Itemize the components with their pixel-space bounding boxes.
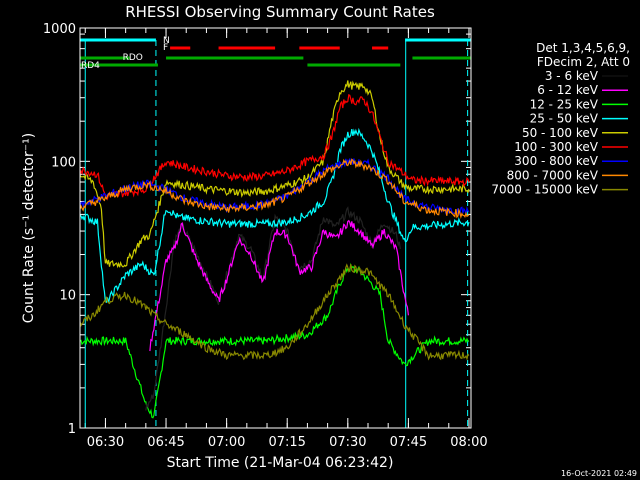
series-line — [79, 158, 470, 220]
legend-label: 50 - 100 keV — [522, 126, 599, 140]
y-axis-label: Count Rate (s⁻¹ detector⁻¹) — [21, 133, 37, 323]
legend-label: 12 - 25 keV — [530, 97, 599, 111]
legend-label: 800 - 7000 keV — [507, 168, 599, 182]
series-line — [149, 219, 409, 352]
x-tick-label: 07:45 — [390, 435, 427, 450]
legend-label: 7000 - 15000 keV — [491, 183, 598, 197]
timestamp: 16-Oct-2021 02:49 — [561, 469, 637, 478]
legend-label: 25 - 50 keV — [530, 112, 599, 126]
y-tick-label: 1000 — [43, 22, 76, 37]
x-tick-label: 07:30 — [329, 435, 366, 450]
legend-header-2: FDecim 2, Att 0 — [537, 55, 630, 69]
series-line — [79, 262, 470, 419]
legend: Det 1,3,4,5,6,9, FDecim 2, Att 0 3 - 6 k… — [491, 41, 630, 197]
legend-label: 6 - 12 keV — [537, 83, 599, 97]
flag-label-f: F — [163, 43, 168, 53]
legend-label: 3 - 6 keV — [545, 69, 599, 83]
series-line — [79, 127, 470, 304]
legend-label: 300 - 800 keV — [514, 154, 598, 168]
plot-frame — [79, 27, 472, 429]
y-tick-label: 10 — [59, 289, 76, 304]
legend-label: 100 - 300 keV — [514, 140, 598, 154]
y-tick-label: 1 — [68, 422, 76, 437]
series-line — [79, 80, 470, 269]
flag-label-n: N — [163, 36, 170, 46]
x-axis-label: Start Time (21-Mar-04 06:23:42) — [167, 455, 394, 471]
x-tick-label: 06:45 — [147, 435, 184, 450]
flag-bars: NF RDO RD4 — [80, 36, 471, 428]
series-line — [79, 263, 470, 361]
flag-label-rdo: RDO — [123, 53, 143, 63]
x-tick-label: 06:30 — [87, 435, 124, 450]
flag-label-rd4: RD4 — [81, 61, 100, 71]
axis-ticks: 06:30 06:45 07:00 07:15 07:30 07:45 08:00 1 10 10… — [43, 22, 488, 450]
x-tick-label: 08:00 — [450, 435, 487, 450]
x-tick-label: 07:00 — [208, 435, 245, 450]
series-line — [145, 206, 401, 411]
series-line — [79, 94, 470, 201]
series-lines — [79, 80, 470, 419]
x-tick-label: 07:15 — [268, 435, 305, 450]
chart-title: RHESSI Observing Summary Count Rates — [125, 3, 435, 21]
y-tick-label: 100 — [51, 155, 76, 170]
legend-header-1: Det 1,3,4,5,6,9, — [536, 41, 630, 55]
